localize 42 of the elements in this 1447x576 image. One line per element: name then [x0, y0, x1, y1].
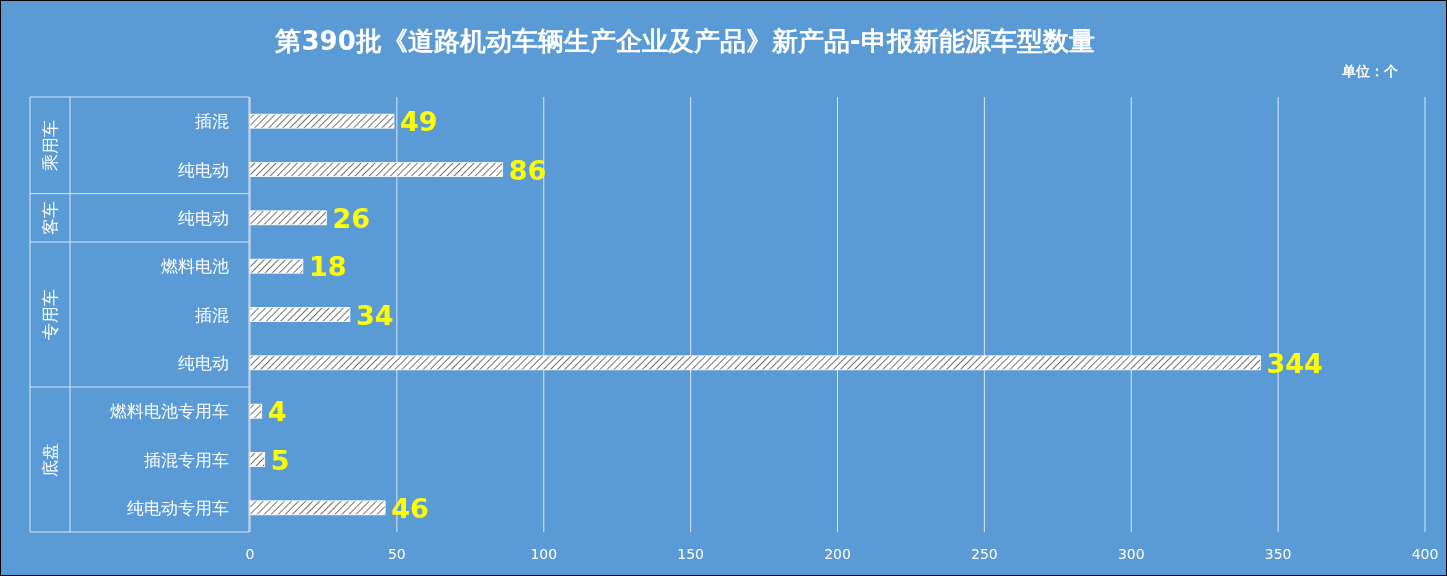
y-tick-label: 插混 [195, 111, 229, 132]
x-tick-label: 0 [245, 546, 255, 562]
text: 单位：个 [1341, 63, 1399, 79]
data-label: 46 [391, 492, 429, 524]
bar [249, 113, 395, 129]
data-label: 49 [399, 106, 438, 138]
x-tick-label: 150 [677, 546, 704, 562]
y-tick-label: 燃料电池专用车 [110, 401, 229, 422]
chart-title: 第390批《道路机动车辆生产企业及产品》新产品-申报新能源车型数量 [274, 26, 1095, 56]
y-tick-label: 纯电动 [178, 159, 229, 180]
data-label: 86 [508, 154, 547, 186]
data-label: 18 [308, 251, 347, 283]
x-tick-label: 250 [971, 546, 998, 562]
x-tick-label: 300 [1117, 546, 1145, 562]
text: 乘用车 [40, 119, 60, 171]
x-tick-label: 400 [1411, 546, 1439, 562]
x-tick-label: 50 [387, 546, 406, 562]
y-tick-label: 插混 [195, 304, 229, 325]
y-tick-label: 插混专用车 [144, 449, 229, 470]
data-label: 34 [355, 299, 394, 331]
data-label: 26 [332, 202, 370, 234]
bar [249, 258, 304, 274]
y-tick-label: 燃料电池 [161, 256, 229, 277]
data-label: 5 [270, 444, 290, 476]
y-tick-label: 纯电动专用车 [127, 497, 229, 518]
y-tick-label: 纯电动 [178, 207, 229, 228]
y-tick-label: 纯电动 [178, 352, 229, 373]
bar [249, 355, 1261, 371]
data-label: 344 [1266, 347, 1323, 379]
bar [249, 162, 504, 177]
bar [249, 403, 263, 419]
bar [249, 307, 351, 322]
x-tick-label: 200 [824, 546, 851, 562]
text: 底盘 [40, 442, 60, 477]
data-label: 4 [267, 396, 287, 428]
x-tick-label: 100 [530, 546, 558, 562]
bar [249, 500, 386, 516]
bar [249, 210, 327, 226]
text: 专用车 [40, 289, 60, 340]
bar [249, 452, 266, 467]
x-tick-label: 350 [1264, 546, 1292, 562]
text: 客车 [40, 200, 60, 235]
